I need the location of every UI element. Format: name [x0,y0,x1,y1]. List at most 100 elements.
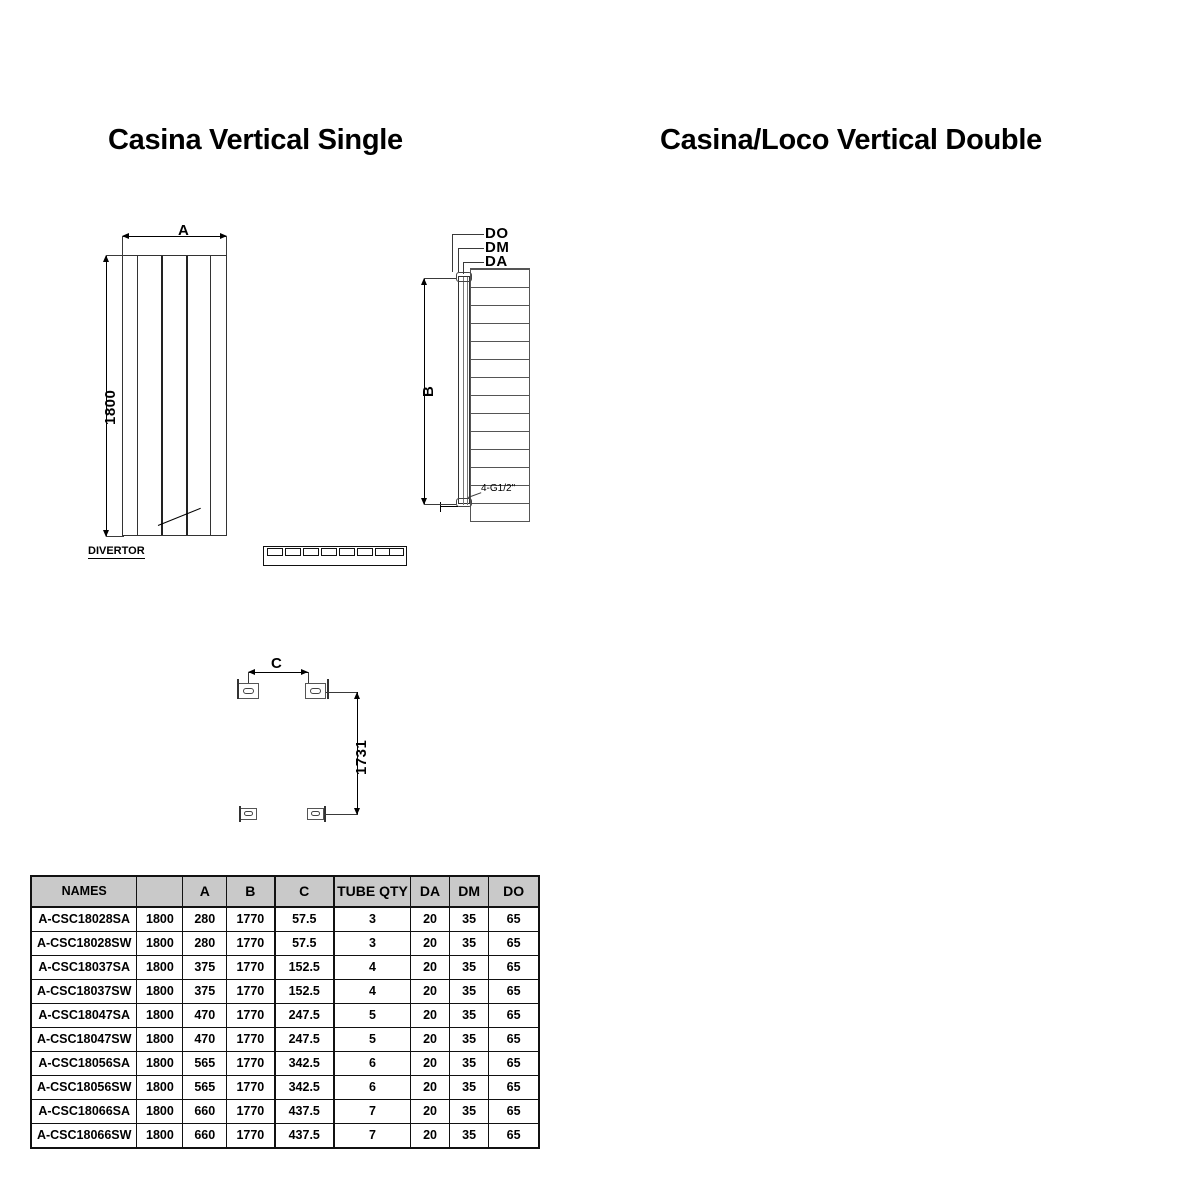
cell-tube-qty: 3 [332,906,412,932]
cell-dm: 35 [448,1075,490,1100]
ext-dm [458,248,459,272]
radiator-front-face [122,255,227,536]
cell-a: 565 [182,1075,228,1100]
th-b: B [226,875,276,908]
page-title-double: Casina/Loco Vertical Double [660,124,1042,156]
cell-tube-qty: 5 [332,1027,412,1052]
cell-da: 20 [410,1003,450,1028]
cell-b: 1770 [226,1027,276,1052]
double-radiator-panel: Casina/Loco Vertical Double A 1800 DIVER… [600,0,1200,1200]
table-row: A-CSC18066SA 1800 660 1770 437.5 7 20 35 65 [30,1099,541,1124]
dim-1731-ext-top [326,692,358,693]
cell-do: 65 [488,1051,541,1076]
cross-section-cell [267,548,283,556]
leader-do [452,234,484,235]
dim-b-arrow-bottom [421,498,427,505]
th-height [136,875,184,908]
cell-height: 1800 [136,1075,184,1100]
cell-name: A-CSC18066SA [30,1099,138,1124]
cell-tube-qty: 5 [332,1003,412,1028]
cross-section-cell [357,548,373,556]
bracket-bar [327,679,329,699]
spec-table-single: NAMES A B C TUBE QTY DA DM DO A-CSC18028… [30,875,541,1149]
table-row: A-CSC18028SA 1800 280 1770 57.5 3 20 35 65 [30,906,541,932]
cell-dm: 35 [448,1051,490,1076]
tube-line [161,256,163,535]
cell-c: 437.5 [273,1099,335,1124]
cell-c: 437.5 [273,1123,335,1149]
dim-1800-ext-top [106,255,124,256]
cell-height: 1800 [136,1027,184,1052]
cell-a: 470 [182,1003,228,1028]
cell-height: 1800 [136,906,184,932]
top-fitting [456,272,472,282]
cell-da: 20 [410,979,450,1004]
table-row: A-CSC18056SW 1800 565 1770 342.5 6 20 35 65 [30,1075,541,1100]
dim-1731-label: 1731 [353,739,370,775]
cell-a: 660 [182,1099,228,1124]
cell-name: A-CSC18037SW [30,979,138,1004]
cell-tube-qty: 6 [332,1051,412,1076]
tube-line [186,256,188,535]
cell-dm: 35 [448,955,490,980]
cell-b: 1770 [226,1123,276,1149]
cell-c: 342.5 [273,1075,335,1100]
dim-c-arrow-left [248,669,255,675]
dim-b-ext-bottom [424,504,456,505]
label-da: DA [485,253,508,270]
cell-do: 65 [488,1003,541,1028]
dim-1731-line [357,692,358,814]
cell-a: 280 [182,931,228,956]
th-c: C [273,875,335,908]
cell-dm: 35 [448,1099,490,1124]
cell-c: 57.5 [273,931,335,956]
cell-dm: 35 [448,1123,490,1149]
table-body: A-CSC18028SA 1800 280 1770 57.5 3 20 35 65 A-CSC1… [30,906,541,1149]
cell-height: 1800 [136,1123,184,1149]
cell-name: A-CSC18056SA [30,1051,138,1076]
ext-do [452,234,453,272]
cell-name: A-CSC18056SW [30,1075,138,1100]
cell-c: 152.5 [273,955,335,980]
bracket-slot [243,688,254,694]
dim-c-label: C [271,655,283,672]
table-row: A-CSC18047SA 1800 470 1770 247.5 5 20 35 65 [30,1003,541,1028]
dim-a-label: A [178,222,190,239]
cell-dm: 35 [448,906,490,932]
bracket-slot [244,811,253,816]
cell-do: 65 [488,979,541,1004]
cross-section-cell [339,548,355,556]
cell-height: 1800 [136,1051,184,1076]
cell-do: 65 [488,955,541,980]
bracket-slot [310,688,321,694]
label-do: DO [485,225,509,242]
dim-b-label: B [420,385,437,397]
cell-c: 247.5 [273,1027,335,1052]
cell-b: 1770 [226,1051,276,1076]
dim-1800-ext-bottom [106,536,124,537]
divertor-label: DIVERTOR [88,545,145,559]
dim-1731-ext-bottom [324,814,358,815]
cross-section-cell [389,548,404,556]
cell-do: 65 [488,1027,541,1052]
bottom-outlet-tick [440,502,441,512]
radiator-side-body [458,276,470,505]
dim-b-line [424,278,425,504]
cell-c: 247.5 [273,1003,335,1028]
cell-b: 1770 [226,1099,276,1124]
cell-tube-qty: 4 [332,955,412,980]
cell-do: 65 [488,906,541,932]
th-da: DA [410,875,450,908]
cell-dm: 35 [448,979,490,1004]
table-header-row: NAMES A B C TUBE QTY DA DM DO [30,875,541,908]
cell-name: A-CSC18028SW [30,931,138,956]
cell-height: 1800 [136,1099,184,1124]
bracket-bar [237,679,239,699]
cell-name: A-CSC18047SW [30,1027,138,1052]
bracket-bar [239,806,241,822]
cell-do: 65 [488,1123,541,1149]
cell-height: 1800 [136,931,184,956]
dim-1800-arrow-top [103,255,109,262]
table-row: A-CSC18066SW 1800 660 1770 437.5 7 20 35 65 [30,1123,541,1149]
cell-do: 65 [488,1099,541,1124]
